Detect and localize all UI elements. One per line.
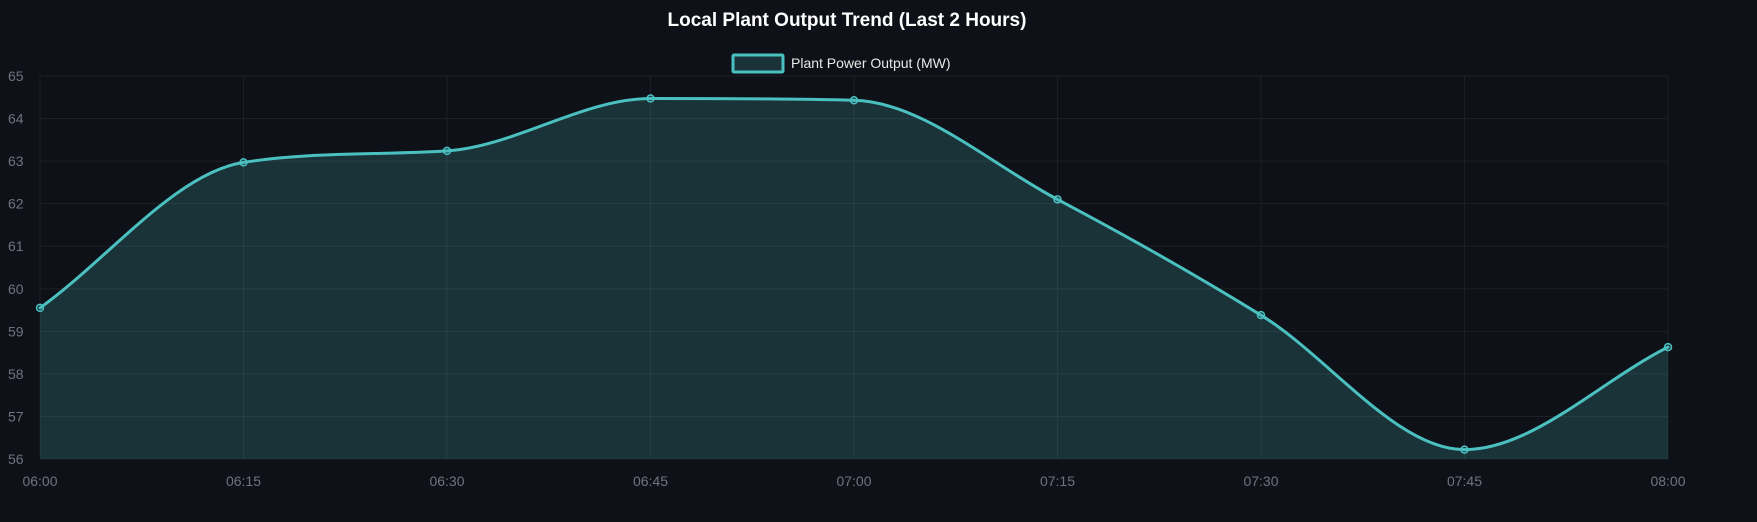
- y-tick-label: 61: [8, 238, 24, 254]
- y-tick-label: 62: [8, 196, 24, 212]
- data-point-0715[interactable]: [1053, 195, 1062, 204]
- legend[interactable]: Plant Power Output (MW): [731, 53, 951, 74]
- x-tick-label: 07:15: [1040, 473, 1075, 489]
- y-tick-label: 65: [8, 68, 24, 84]
- x-tick-label: 07:45: [1447, 473, 1482, 489]
- chart-title: Local Plant Output Trend (Last 2 Hours): [668, 10, 1027, 31]
- data-point-0630[interactable]: [442, 146, 452, 156]
- x-tick-label: 08:00: [1650, 473, 1685, 489]
- y-tick-label: 58: [8, 366, 24, 382]
- data-point-0730[interactable]: [1256, 310, 1266, 320]
- y-tick-label: 56: [8, 451, 24, 467]
- x-axis: 06:00 06:15 06:30 06:45 07:00 07:15 07:30 07:45…: [22, 473, 1685, 489]
- x-tick-label: 07:00: [836, 473, 871, 489]
- series-line[interactable]: [38, 97, 1670, 452]
- grid: [39, 75, 1669, 460]
- legend-label: Plant Power Output (MW): [791, 55, 951, 71]
- y-tick-label: 59: [8, 323, 24, 339]
- y-tick-label: 60: [8, 281, 24, 297]
- x-tick-label: 07:30: [1243, 473, 1278, 489]
- area-layer: [40, 98, 1668, 459]
- y-tick-label: 63: [8, 153, 24, 169]
- x-tick-label: 06:00: [22, 473, 57, 489]
- line-layer: [38, 97, 1670, 452]
- y-tick-label: 64: [8, 111, 24, 127]
- data-point-0615[interactable]: [239, 158, 248, 167]
- x-tick-label: 06:30: [429, 473, 464, 489]
- data-point-0700[interactable]: [849, 96, 859, 105]
- series-area-fill: [40, 98, 1668, 459]
- x-tick-label: 06:45: [633, 473, 668, 489]
- data-point-0645[interactable]: [646, 94, 655, 103]
- data-point-0600[interactable]: [35, 303, 45, 313]
- legend-swatch: [731, 53, 785, 74]
- data-point-0745[interactable]: [1460, 445, 1469, 454]
- points-layer: [35, 94, 1673, 454]
- y-tick-label: 57: [8, 408, 24, 424]
- data-point-0800[interactable]: [1663, 342, 1673, 352]
- x-tick-label: 06:15: [226, 473, 261, 489]
- y-axis: 56 57 58 59 60 61 62 63 64 65: [8, 68, 24, 467]
